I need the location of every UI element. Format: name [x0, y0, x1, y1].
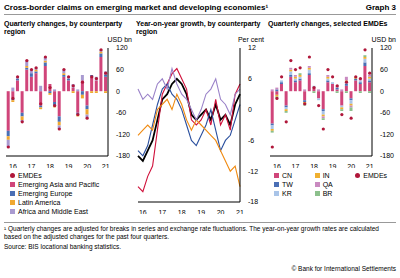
html-text:Cross-border claims on emergin: Cross-border claims on emerging market a… [4, 3, 269, 12]
html-text:CN: CN [282, 172, 293, 179]
html-text:Latin America: Latin America [18, 199, 61, 206]
svg-text:-6: -6 [248, 137, 254, 144]
html-text:KR: KR [282, 190, 292, 197]
svg-text:20: 20 [347, 163, 355, 168]
svg-text:0: 0 [116, 88, 120, 95]
html-text:BR: BR [322, 190, 333, 197]
html-text:TW: TW [282, 181, 293, 188]
svg-text:19: 19 [65, 163, 73, 168]
svg-text:16: 16 [9, 163, 17, 168]
html-text:Quarterly changes, selected EM: Quarterly changes, selected EMDEs [268, 20, 388, 27]
svg-text:19: 19 [197, 209, 205, 214]
svg-text:-12: -12 [248, 168, 258, 175]
svg-text:60: 60 [380, 66, 388, 73]
svg-text:-60: -60 [116, 109, 126, 116]
svg-text:20: 20 [217, 209, 225, 214]
html-text:EMDEs: EMDEs [363, 172, 388, 179]
html-text:QA: QA [322, 181, 333, 188]
svg-text:16: 16 [273, 163, 281, 168]
svg-text:21: 21 [102, 163, 110, 168]
svg-text:0: 0 [380, 88, 384, 95]
html-text:Emerging Europe: Emerging Europe [18, 190, 73, 197]
svg-text:120: 120 [116, 44, 128, 51]
html-text:Year-on-year growth, by counte: Year-on-year growth, by counterparty reg… [136, 20, 261, 35]
svg-text:21: 21 [236, 209, 244, 214]
svg-text:12: 12 [248, 44, 256, 51]
svg-text:-180: -180 [116, 152, 130, 159]
html-text:EMDEs: EMDEs [18, 172, 42, 179]
svg-text:-120: -120 [116, 131, 130, 138]
html-text:Africa and Middle East: Africa and Middle East [18, 208, 88, 215]
svg-text:120: 120 [380, 44, 392, 51]
svg-text:-18: -18 [248, 198, 258, 205]
html-text:Emerging Asia and Pacific: Emerging Asia and Pacific [18, 181, 100, 188]
svg-text:-60: -60 [380, 109, 390, 116]
svg-text:20: 20 [83, 163, 91, 168]
svg-text:18: 18 [310, 163, 318, 168]
svg-text:6: 6 [248, 75, 252, 82]
svg-text:60: 60 [116, 66, 124, 73]
svg-text:17: 17 [292, 163, 300, 168]
svg-text:19: 19 [329, 163, 337, 168]
svg-text:-120: -120 [380, 131, 392, 138]
svg-text:18: 18 [46, 163, 54, 168]
html-text:Graph 3: Graph 3 [365, 3, 396, 12]
html-text:¹ Quarterly changes are adjust: ¹ Quarterly changes are adjusted for bre… [4, 225, 379, 240]
html-text:Source: BIS locational banking: Source: BIS locational banking statistic… [4, 243, 122, 250]
svg-text:17: 17 [28, 163, 36, 168]
svg-text:17: 17 [158, 209, 166, 214]
svg-text:21: 21 [366, 163, 374, 168]
svg-text:-180: -180 [380, 152, 392, 159]
html-text:IN: IN [322, 172, 330, 179]
html-text:USD bn: USD bn [107, 36, 132, 43]
html-text:Per cent: Per cent [237, 36, 264, 43]
html-text:© Bank for International Settl: © Bank for International Settlements [291, 265, 396, 272]
svg-text:16: 16 [139, 209, 147, 214]
svg-text:0: 0 [248, 106, 252, 113]
html-text:Quarterly changes, by counterp: Quarterly changes, by counterparty regio… [4, 20, 123, 35]
html-text:USD bn: USD bn [371, 36, 396, 43]
svg-text:18: 18 [178, 209, 186, 214]
